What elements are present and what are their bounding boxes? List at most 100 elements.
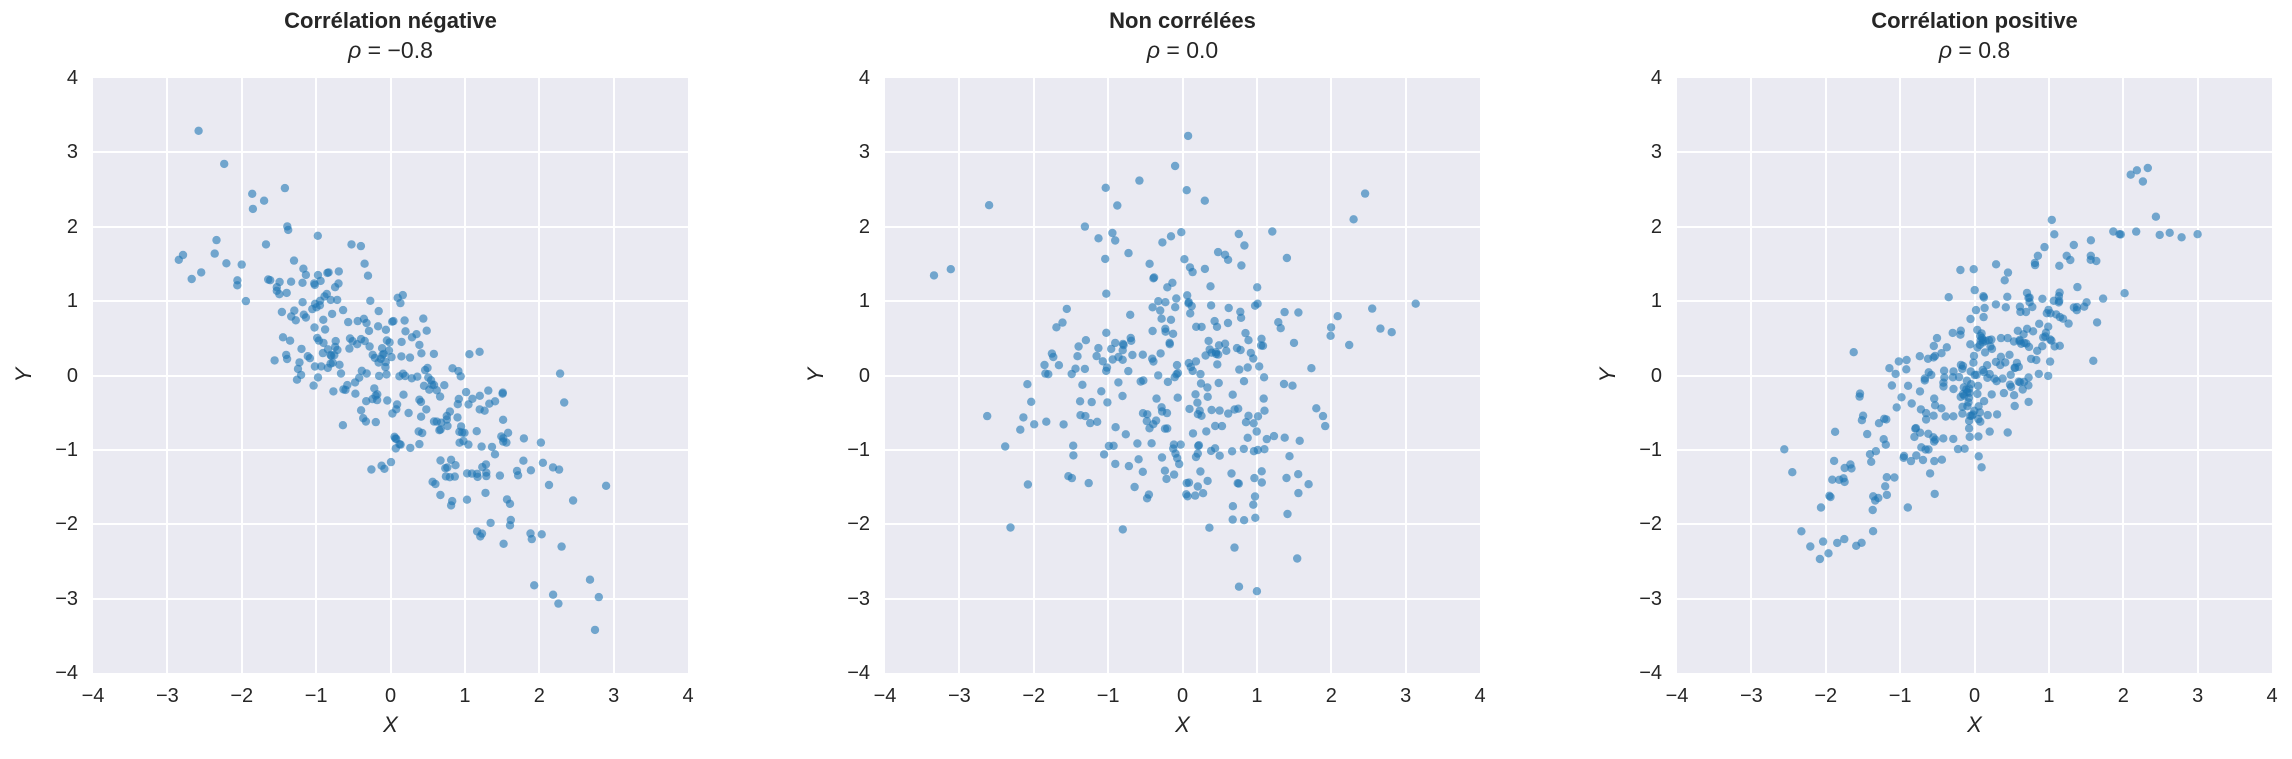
data-point bbox=[464, 440, 473, 449]
data-point bbox=[1902, 365, 1911, 374]
data-point bbox=[1251, 513, 1260, 522]
data-point bbox=[2046, 335, 2055, 344]
data-point bbox=[1268, 227, 1277, 236]
x-tick-label: 3 bbox=[608, 685, 620, 707]
data-point bbox=[415, 439, 424, 449]
plot-area bbox=[93, 78, 688, 673]
data-point bbox=[461, 387, 471, 397]
x-tick-label: −4 bbox=[1665, 685, 1689, 707]
data-point bbox=[557, 542, 566, 551]
data-point bbox=[2055, 288, 2064, 297]
data-point bbox=[1939, 434, 1948, 443]
data-point bbox=[303, 352, 312, 361]
data-point bbox=[1191, 357, 1201, 366]
data-point bbox=[2098, 294, 2108, 303]
data-point bbox=[1078, 380, 1087, 389]
data-point bbox=[248, 189, 257, 198]
data-point bbox=[1976, 417, 1985, 426]
data-point bbox=[1376, 324, 1385, 333]
data-point bbox=[1121, 430, 1130, 439]
data-point bbox=[2033, 251, 2043, 260]
data-point bbox=[432, 386, 441, 395]
data-point bbox=[1840, 477, 1849, 487]
data-point bbox=[318, 348, 328, 358]
data-point bbox=[1094, 343, 1103, 353]
data-point bbox=[2193, 230, 2202, 239]
data-point bbox=[1207, 405, 1216, 415]
data-point bbox=[1059, 420, 1068, 429]
data-point bbox=[455, 438, 464, 447]
data-point bbox=[2032, 355, 2041, 365]
data-point bbox=[1243, 433, 1252, 442]
x-tick-label: −1 bbox=[1096, 685, 1120, 707]
data-point bbox=[1170, 161, 1180, 171]
data-point bbox=[475, 347, 484, 356]
data-point bbox=[275, 290, 284, 299]
data-point bbox=[387, 352, 396, 362]
data-point bbox=[1973, 389, 1982, 399]
data-point bbox=[1318, 411, 1328, 421]
data-point bbox=[499, 437, 508, 446]
data-point bbox=[2165, 228, 2174, 237]
data-point bbox=[983, 411, 992, 421]
data-point bbox=[1215, 406, 1224, 415]
data-point bbox=[1183, 492, 1192, 501]
data-point bbox=[1172, 294, 1181, 303]
data-point bbox=[1949, 412, 1958, 421]
data-point bbox=[222, 259, 231, 268]
data-point bbox=[1891, 369, 1900, 379]
data-point bbox=[284, 225, 293, 235]
data-point bbox=[197, 268, 206, 277]
data-point bbox=[1081, 336, 1091, 345]
panel-title: Non corrélées bbox=[1109, 8, 1256, 33]
data-point bbox=[2044, 322, 2053, 331]
data-point bbox=[1930, 456, 1939, 466]
data-point bbox=[1942, 343, 1951, 352]
scatter-panel-no-correlation: Non corrélées ρ = 0.0 X Y −4 −3 −2 −1 0 1 2 3 4−… bbox=[803, 0, 1486, 759]
data-point bbox=[2086, 236, 2096, 245]
data-point bbox=[1249, 500, 1258, 509]
data-point bbox=[1062, 304, 1071, 314]
data-point bbox=[1223, 318, 1233, 328]
data-point bbox=[472, 427, 481, 436]
data-point bbox=[2030, 258, 2040, 268]
data-point bbox=[1241, 418, 1251, 427]
y-tick-label: −3 bbox=[847, 587, 870, 610]
y-tick-label: 2 bbox=[858, 215, 870, 238]
data-point bbox=[282, 354, 292, 364]
data-point bbox=[503, 428, 513, 437]
data-point bbox=[1892, 403, 1901, 412]
data-point bbox=[538, 458, 548, 467]
scatter-panel-negative-correlation: Corrélation négative ρ = −0.8 X Y −4 −3 −2… bbox=[11, 0, 694, 759]
data-point bbox=[2069, 303, 2079, 312]
data-point bbox=[285, 336, 295, 345]
x-tick-label: −4 bbox=[873, 685, 897, 707]
y-tick-label: −3 bbox=[1639, 587, 1662, 610]
data-point bbox=[1326, 323, 1336, 332]
data-point bbox=[407, 374, 416, 383]
data-point bbox=[1871, 496, 1880, 505]
data-point bbox=[1387, 328, 1396, 337]
data-point bbox=[381, 325, 391, 334]
data-point bbox=[1868, 527, 1878, 536]
data-point bbox=[1992, 377, 2001, 386]
data-point bbox=[406, 443, 415, 453]
data-point bbox=[1833, 538, 1842, 548]
data-point bbox=[1921, 415, 1931, 424]
data-point bbox=[1215, 451, 1224, 460]
data-point bbox=[1098, 357, 1107, 366]
data-point bbox=[1929, 341, 1938, 351]
data-point bbox=[350, 378, 360, 387]
data-point bbox=[1259, 373, 1269, 382]
data-point bbox=[367, 465, 376, 474]
data-point bbox=[1113, 201, 1122, 210]
data-point bbox=[446, 501, 456, 510]
y-tick-label: 1 bbox=[858, 290, 870, 313]
data-point bbox=[1207, 348, 1216, 357]
data-point bbox=[1280, 433, 1289, 442]
data-point bbox=[422, 405, 431, 414]
x-tick-label: 0 bbox=[1176, 685, 1189, 707]
data-point bbox=[1210, 316, 1219, 326]
data-point bbox=[1882, 490, 1892, 500]
data-point bbox=[1966, 314, 1975, 324]
